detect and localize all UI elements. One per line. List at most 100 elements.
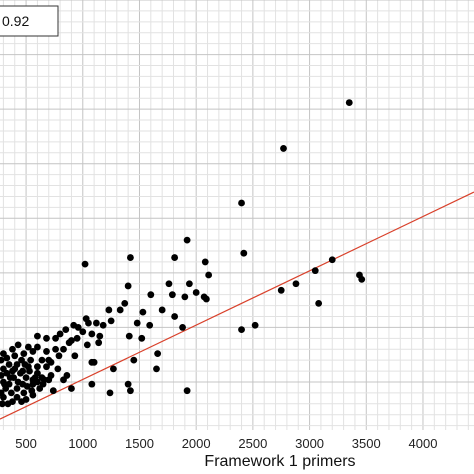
data-point: [43, 334, 50, 342]
data-point: [158, 306, 166, 314]
data-point: [45, 376, 53, 384]
data-point: [238, 326, 245, 333]
data-point: [92, 319, 100, 327]
data-point: [79, 328, 87, 336]
data-point: [185, 280, 193, 288]
data-point: [328, 256, 336, 264]
data-point: [205, 271, 213, 279]
x-tick-label: 1500: [125, 436, 154, 451]
data-point: [181, 293, 189, 301]
trendline: [0, 191, 474, 420]
data-point: [54, 365, 62, 373]
data-point: [251, 321, 259, 329]
data-point: [5, 361, 13, 368]
data-point: [14, 341, 22, 349]
data-point: [38, 356, 46, 364]
x-tick-label: 2500: [238, 436, 267, 451]
x-axis-ticks: 500 1000 1500 2000 2500 3000 3500 4000: [15, 436, 437, 451]
data-point: [238, 199, 245, 207]
data-point: [95, 339, 103, 347]
data-point: [45, 356, 53, 364]
data-point: [125, 332, 133, 340]
data-point: [4, 400, 12, 408]
data-point: [24, 363, 32, 371]
data-point: [34, 378, 41, 386]
x-tick-label: 4000: [409, 436, 438, 451]
data-point: [43, 348, 50, 355]
data-point: [153, 365, 160, 373]
data-point: [165, 280, 173, 288]
data-point: [139, 308, 147, 316]
data-point: [146, 321, 154, 329]
data-point: [240, 249, 248, 257]
data-point: [107, 317, 115, 325]
data-point: [68, 385, 75, 392]
stat-box: 0.92: [0, 5, 59, 37]
stat-label: 0.92: [2, 13, 29, 29]
data-point: [29, 348, 37, 355]
data-point: [11, 352, 19, 360]
data-point: [39, 380, 47, 388]
data-point: [133, 319, 141, 327]
data-point: [13, 385, 21, 392]
data-point: [168, 291, 176, 299]
data-point: [14, 378, 22, 386]
data-point: [49, 387, 57, 395]
data-point: [9, 345, 16, 353]
data-point: [83, 341, 91, 349]
data-point: [43, 363, 50, 371]
grid-lines: [0, 0, 474, 430]
data-point: [1, 380, 8, 388]
data-point: [28, 387, 36, 395]
stat-box-border: [0, 5, 59, 37]
data-point: [0, 400, 6, 408]
data-point: [74, 324, 82, 331]
x-tick-label: 500: [15, 436, 37, 451]
data-point: [56, 330, 64, 338]
data-point: [138, 334, 146, 342]
data-point: [277, 286, 285, 294]
data-point: [3, 354, 11, 362]
data-point: [20, 350, 28, 358]
data-point: [192, 289, 200, 296]
data-point: [106, 389, 114, 397]
data-point: [52, 345, 59, 353]
data-point: [202, 295, 210, 303]
data-point: [73, 334, 81, 342]
data-point: [27, 356, 35, 364]
x-tick-label: 3500: [352, 436, 381, 451]
data-point: [130, 356, 138, 364]
data-point: [71, 352, 79, 360]
data-point: [0, 393, 7, 401]
data-point: [154, 350, 162, 358]
data-point: [52, 334, 59, 342]
data-point: [315, 300, 323, 307]
data-point: [34, 343, 41, 351]
data-point: [280, 145, 287, 152]
data-point: [11, 365, 19, 373]
data-point: [99, 321, 107, 329]
data-point: [34, 332, 41, 340]
data-point: [201, 258, 209, 266]
x-tick-label: 3000: [295, 436, 324, 451]
data-point: [81, 260, 89, 268]
data-point: [124, 380, 132, 388]
data-point: [116, 306, 124, 314]
data-point: [292, 280, 300, 288]
data-point: [0, 356, 5, 364]
trendline-layer: [0, 191, 474, 420]
data-point: [179, 324, 186, 331]
data-point: [183, 387, 191, 395]
data-point: [23, 382, 31, 390]
x-tick-label: 1000: [68, 436, 97, 451]
data-point: [18, 398, 25, 406]
data-point: [24, 343, 32, 351]
data-point: [183, 236, 191, 244]
data-point: [127, 254, 134, 261]
data-point: [311, 267, 319, 275]
data-point: [88, 380, 96, 388]
data-point: [62, 326, 70, 333]
data-point: [90, 358, 98, 366]
x-tick-label: 2000: [182, 436, 211, 451]
